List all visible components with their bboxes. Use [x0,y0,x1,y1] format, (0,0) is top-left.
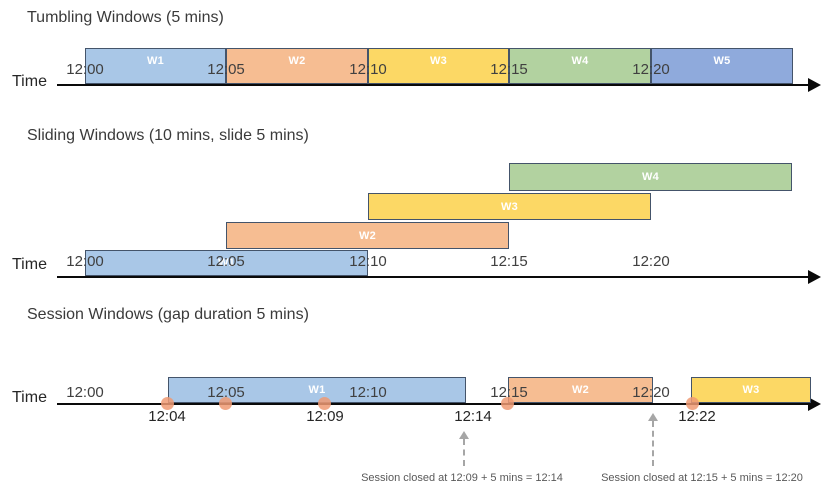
sliding-axis-arrowhead-icon [808,270,821,284]
sliding-tick-1200: 12:00 [66,253,104,270]
window-label: W3 [429,55,448,67]
sliding-time-axis [57,276,809,278]
tumbling-window-w3: W3 [368,48,509,84]
window-label: W1 [217,257,236,269]
sliding-title: Sliding Windows (10 mins, slide 5 mins) [27,127,309,144]
window-label: W3 [500,200,519,213]
window-label: W2 [288,55,306,67]
sliding-window-w1: W1 [85,250,368,276]
event-dot [318,397,331,410]
sliding-window-w2: W2 [226,222,509,249]
event-time-label-1204: 12:04 [148,408,186,425]
tumbling-window-w5: W5 [651,48,793,84]
session-close-arrow-icon [459,431,469,439]
tumbling-window-w1: W1 [85,48,226,84]
sliding-tick-1205: 12:05 [207,253,245,270]
event-time-label-1209: 12:09 [306,408,344,425]
window-label: W1 [308,384,326,396]
session-close-note-2: Session closed at 12:15 + 5 mins = 12:20 [601,472,803,484]
session-axis-arrowhead-icon [808,397,821,411]
session-close-note-1: Session closed at 12:09 + 5 mins = 12:14 [361,472,563,484]
session-tick-1215: 12:15 [490,384,528,401]
tumbling-time-axis [57,84,809,86]
session-tick-1220: 12:20 [632,384,670,401]
session-close-arrow-icon [648,413,658,421]
tumbling-tick-1220: 12:20 [632,61,670,78]
session-tick-1210: 12:10 [349,384,387,401]
sliding-tick-1215: 12:15 [490,253,528,270]
event-time-label-1222: 12:22 [678,408,716,425]
tumbling-time-label: Time [12,73,47,90]
close-time-label-1214: 12:14 [454,408,492,425]
window-label: W1 [146,55,165,67]
tumbling-tick-1210: 12:10 [349,61,387,78]
window-label: W4 [641,171,660,183]
event-dot [161,397,174,410]
tumbling-axis-arrowhead-icon [808,78,821,92]
tumbling-window-w4: W4 [509,48,651,84]
session-tick-1200: 12:00 [66,384,104,401]
tumbling-tick-1205: 12:05 [207,61,245,78]
session-close-arrow-line [463,439,465,466]
event-dot [501,397,514,410]
sliding-time-label: Time [12,256,47,273]
sliding-window-w4: W4 [509,163,792,191]
sliding-tick-1210: 12:10 [349,253,387,270]
sliding-window-w3: W3 [368,193,651,220]
window-label: W2 [358,229,377,242]
session-title: Session Windows (gap duration 5 mins) [27,306,309,323]
tumbling-title: Tumbling Windows (5 mins) [27,9,224,26]
tumbling-tick-1200: 12:00 [66,61,104,78]
window-label: W2 [571,384,590,396]
session-close-arrow-line [652,421,654,466]
session-window-w2: W2 [508,377,653,403]
session-window-w3: W3 [691,377,811,403]
tumbling-tick-1215: 12:15 [490,61,528,78]
sliding-tick-1220: 12:20 [632,253,670,270]
session-window-w1: W1 [168,377,466,403]
session-time-label: Time [12,389,47,406]
event-dot [219,397,232,410]
session-tick-1205: 12:05 [207,384,245,401]
window-label: W5 [713,55,731,67]
tumbling-window-w2: W2 [226,48,368,84]
event-dot [686,397,699,410]
session-time-axis [57,403,809,405]
window-label: W3 [742,384,760,396]
window-label: W4 [571,55,589,67]
